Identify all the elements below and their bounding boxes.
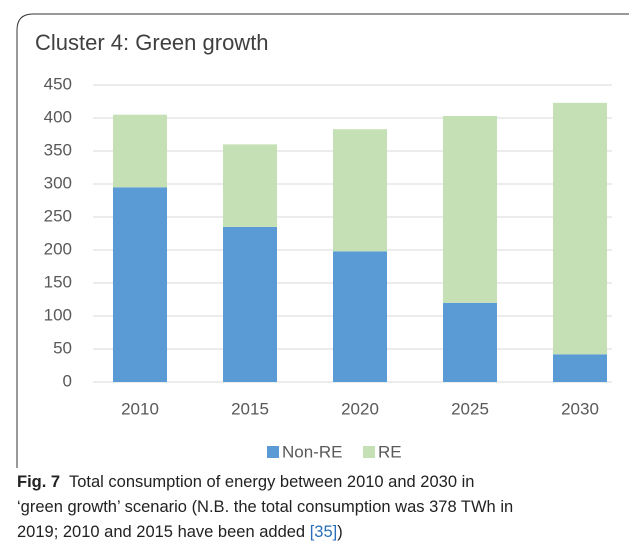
- y-tick-label: 450: [44, 74, 72, 93]
- bar-segment: [553, 102, 607, 355]
- bar-segment: [443, 116, 497, 303]
- caption-end: ): [337, 523, 343, 541]
- chart-title: Cluster 4: Green growth: [35, 30, 269, 55]
- bar-segment: [223, 144, 277, 227]
- x-tick-label: 2030: [561, 399, 599, 418]
- caption-label: Fig. 7: [17, 473, 61, 491]
- bar-segment: [223, 226, 277, 382]
- caption: Fig. 7 Total consumption of energy betwe…: [17, 470, 627, 545]
- x-tick-label: 2020: [341, 399, 379, 418]
- x-tick-label: 2010: [121, 399, 159, 418]
- legend-swatch: [267, 446, 279, 458]
- legend-label: Non-RE: [282, 442, 342, 461]
- y-tick-label: 400: [44, 107, 72, 126]
- x-tick-label: 2015: [231, 399, 269, 418]
- legend-swatch: [363, 446, 375, 458]
- bar-segment: [333, 129, 387, 252]
- y-tick-label: 150: [44, 272, 72, 291]
- chart-border: [16, 13, 629, 468]
- y-tick-label: 350: [44, 140, 72, 159]
- bar-segment: [443, 302, 497, 382]
- bar-segment: [113, 187, 167, 382]
- caption-line: Total consumption of energy between 2010…: [68, 473, 475, 491]
- y-tick-label: 250: [44, 206, 72, 225]
- bar-segment: [333, 251, 387, 382]
- caption-line: ‘green growth’ scenario (N.B. the total …: [17, 498, 514, 516]
- legend-label: RE: [378, 442, 402, 461]
- chart: Cluster 4: Green growth 0 50 100 150 200 250 3…: [16, 13, 629, 468]
- caption-line: 2019; 2010 and 2015 have been added: [17, 523, 310, 541]
- bar-segment: [553, 354, 607, 382]
- y-tick-label: 50: [53, 338, 72, 357]
- y-tick-label: 200: [44, 239, 72, 258]
- y-tick-label: 0: [63, 371, 72, 390]
- y-tick-label: 300: [44, 173, 72, 192]
- bar-segment: [113, 114, 167, 188]
- y-tick-label: 100: [44, 305, 72, 324]
- caption-ref[interactable]: [35]: [309, 523, 338, 541]
- x-tick-label: 2025: [451, 399, 489, 418]
